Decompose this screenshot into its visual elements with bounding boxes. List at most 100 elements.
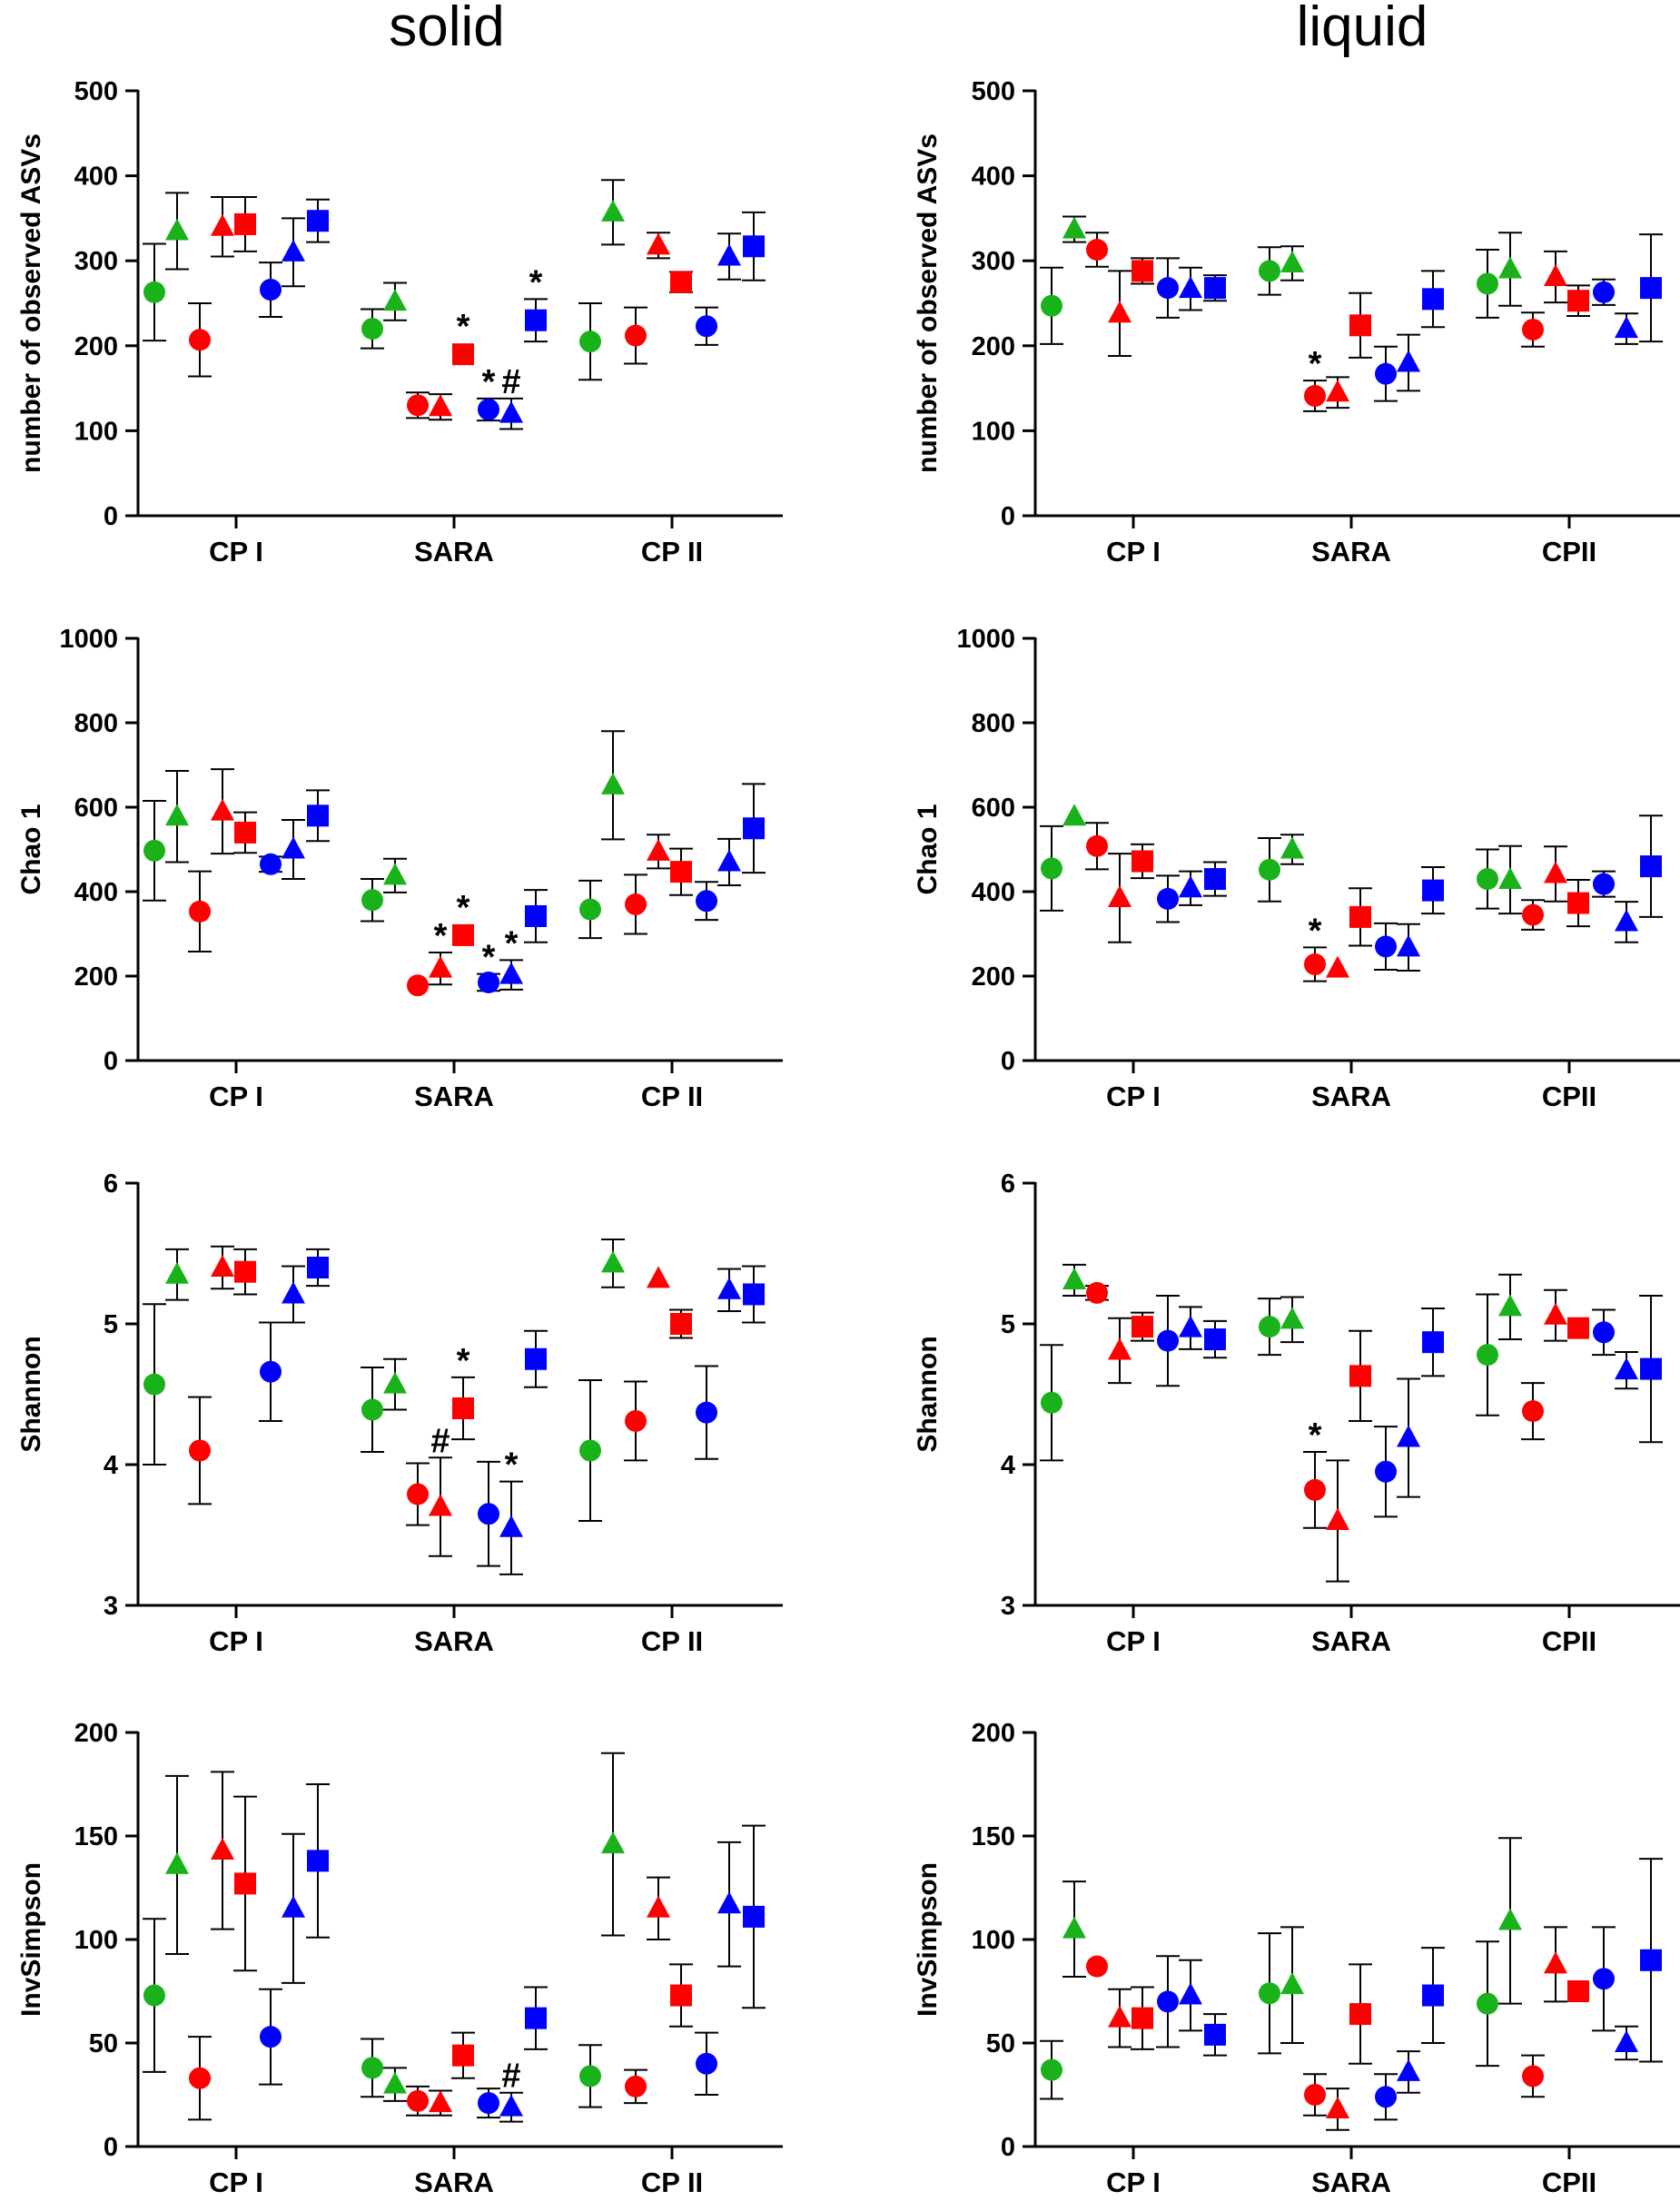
data-point-blue-square [306,789,330,843]
marker-circle [1259,1316,1280,1338]
data-point-red-square [1349,1963,1372,2065]
marker-square [1132,2007,1153,2029]
marker-square [307,210,329,232]
data-point-red-square: * [452,889,474,946]
data-point-green-triangle [1498,844,1522,915]
data-point-blue-circle [477,1460,500,1567]
data-point-blue-triangle: * [499,924,523,991]
y-tick-label: 6 [104,1170,118,1199]
marker-circle [1157,277,1179,300]
marker-triangle [717,849,741,872]
marker-triangle [1280,251,1304,273]
data-point-blue-square [1421,866,1445,915]
marker-triangle [1280,1307,1304,1329]
marker-triangle [383,863,407,885]
data-point-red-square [1131,257,1154,285]
x-category-label: CP I [1106,1081,1161,1112]
data-point-blue-square [306,1783,330,1939]
marker-circle [1375,1460,1397,1483]
data-point-red-square [669,1308,693,1339]
marker-circle [143,1373,165,1396]
marker-triangle [429,955,452,978]
column-title-solid: solid [389,0,505,58]
significance-mark: # [501,2058,520,2096]
marker-square [1204,868,1226,891]
y-tick-label: 0 [1001,1047,1015,1076]
marker-circle [143,281,165,303]
data-point-blue-triangle [1397,2050,1420,2094]
marker-triangle [1062,1267,1086,1289]
data-point-red-square [233,1795,257,1972]
data-point-green-triangle [601,730,625,841]
data-point-red-triangle [211,1245,234,1290]
y-tick-label: 200 [74,962,118,992]
marker-circle [1259,260,1280,282]
data-point-red-triangle [1108,270,1132,358]
data-point-blue-triangle [1615,901,1638,943]
data-point-blue-square [524,1329,548,1388]
marker-square [743,1905,765,1928]
data-point-blue-triangle: # [499,2058,523,2123]
data-point-green-circle [361,308,384,350]
marker-triangle [1326,955,1349,978]
data-point-green-triangle [1062,1880,1086,1979]
y-tick-label: 50 [89,2029,118,2058]
marker-triangle [282,239,305,262]
marker-circle [1477,1344,1498,1367]
data-point-blue-circle [1592,1926,1616,2032]
marker-circle [478,1503,499,1525]
y-tick-label: 400 [74,163,118,192]
data-point-green-triangle [1498,1273,1522,1341]
y-tick-label: 400 [972,163,1015,192]
y-tick-label: 3 [104,1592,118,1621]
panel-liquid-1: 0 100 200 300 400 500 CP I SARA CPII number of ob… [913,77,1680,568]
significance-mark: * [529,263,543,301]
marker-circle [579,2065,601,2087]
data-point-blue-square [742,1265,766,1324]
data-point-green-triangle [165,770,189,864]
data-point-green-triangle [1280,834,1304,865]
marker-triangle [499,2094,523,2117]
data-point-red-square [669,271,693,293]
y-axis-title: Chao 1 [16,804,46,894]
data-point-red-triangle [211,196,234,258]
marker-triangle [211,1837,234,1860]
marker-square [670,1984,692,2007]
significance-mark: * [457,308,470,346]
data-point-red-triangle [1326,2087,1349,2131]
data-point-green-circle [1040,824,1063,912]
marker-triangle [1062,1916,1086,1939]
marker-circle [1522,319,1544,341]
marker-circle [1477,272,1498,295]
data-point-blue-circle [695,1365,718,1460]
marker-square [1640,855,1662,878]
y-tick-label: 4 [104,1451,118,1480]
data-point-red-triangle: * [429,917,452,986]
data-point-red-triangle [211,1771,234,1930]
marker-square [1132,850,1153,873]
data-point-blue-circle [1374,345,1398,402]
data-point-blue-square [524,889,548,943]
data-point-blue-square [742,211,766,281]
data-point-red-circle [624,1380,647,1462]
data-point-red-circle [1085,822,1109,871]
marker-circle [1086,1281,1108,1304]
data-point-blue-triangle [1397,1377,1420,1498]
marker-circle [1477,868,1498,891]
data-point-green-triangle [1280,1926,1304,2044]
y-tick-label: 100 [74,417,118,446]
marker-square [1640,1949,1662,1971]
marker-circle [1041,2058,1062,2081]
marker-square [452,923,474,946]
data-point-red-triangle: # [429,1422,452,1557]
panel-liquid-4: 0 50 100 150 200 CP I SARA CPII InvSimpson [913,1719,1680,2198]
marker-circle [407,2089,429,2112]
data-point-green-triangle [601,1752,625,1937]
data-point-green-circle [1476,1940,1499,2068]
marker-circle [1259,858,1280,881]
marker-square [1204,2023,1226,2046]
marker-triangle [717,243,741,266]
data-point-red-circle [406,2085,430,2117]
significance-mark: * [505,1446,519,1485]
significance-mark: * [457,889,470,927]
